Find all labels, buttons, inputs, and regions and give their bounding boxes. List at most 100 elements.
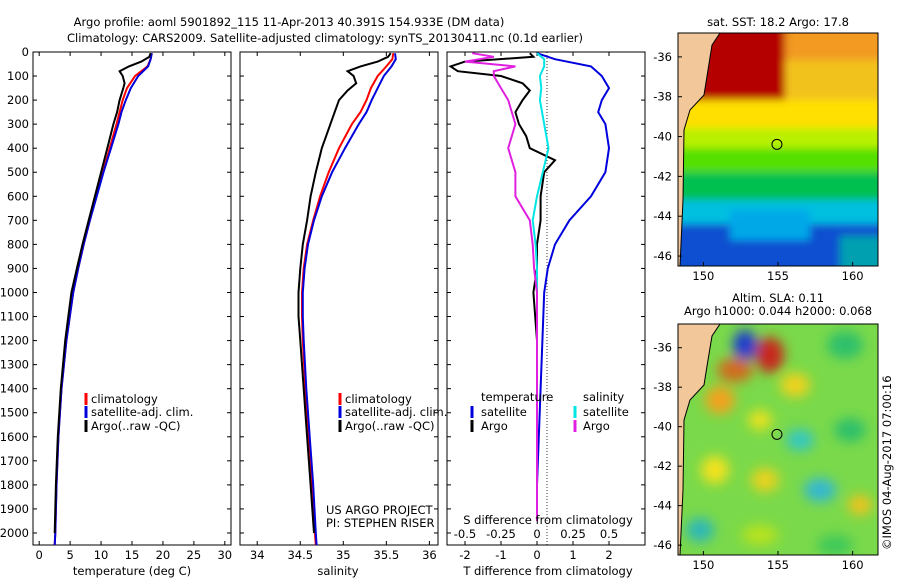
temperature-legend: climatology satellite-adj. clim. Argo(..…: [84, 392, 193, 433]
x-tick-label: 0: [533, 548, 540, 562]
salinity-x-axis: 34 34.5 35 35.5 36: [250, 52, 437, 562]
difference-line-3: [464, 52, 538, 521]
y-tick-label: 1300: [0, 358, 29, 372]
x-tick-label: -2: [459, 548, 470, 562]
salinity-line-1: [301, 53, 397, 545]
s-difference-label: S difference from climatology: [463, 513, 633, 527]
map-x-tick-label: 155: [767, 269, 789, 283]
map-x-tick-label: 150: [692, 558, 714, 572]
x-tick-label: 1: [569, 548, 576, 562]
map-y-tick-label: -44: [653, 209, 672, 223]
y-tick-label: 1100: [0, 310, 29, 324]
map-x-tick-label: 155: [767, 558, 789, 572]
sst-heatmap: [678, 33, 878, 266]
header-title-line1: Argo profile: aoml 5901892_115 11-Apr-20…: [74, 15, 505, 29]
x-tick-label: -1: [495, 548, 506, 562]
x-tick-label: 20: [156, 548, 171, 562]
legend-salinity-heading: salinity: [583, 390, 624, 404]
y-tick-label: 1500: [0, 406, 29, 420]
sla-map-title1: Altim. SLA: 0.11: [732, 291, 824, 305]
temperature-line-2: [53, 52, 152, 534]
legend-s-argo: Argo: [583, 419, 610, 433]
y-tick-label: 200: [7, 93, 29, 107]
temperature-x-axis: 0 5 10 15 20 25 30: [36, 52, 232, 562]
x-tick-label: 10: [94, 548, 109, 562]
salinity-lines: [297, 52, 397, 545]
legend-satellite: satellite-adj. clim.: [345, 405, 447, 419]
y-tick-label: 1900: [0, 502, 29, 516]
header-title-line2: Climatology: CARS2009. Satellite-adjuste…: [67, 31, 583, 45]
map-y-tick-label: -38: [653, 380, 672, 394]
x-tick-label: 35: [336, 548, 351, 562]
y-tick-label: 1600: [0, 430, 29, 444]
legend-climatology: climatology: [345, 392, 412, 406]
y-tick-label: 100: [7, 69, 29, 83]
project-line1: US ARGO PROJECT: [326, 503, 434, 517]
y-tick-label: 500: [7, 165, 29, 179]
map-y-tick-label: -44: [653, 499, 672, 513]
x-tick-label: 35.5: [374, 548, 400, 562]
legend-climatology: climatology: [91, 392, 158, 406]
s-difference-x-axis: -0.5 -0.25 0 0.25 0.5: [454, 527, 618, 541]
x-tick-label: 25: [187, 548, 202, 562]
legend-satellite: satellite-adj. clim.: [91, 405, 193, 419]
x-tick-label: 36: [422, 548, 437, 562]
salinity-legend: climatology satellite-adj. clim. Argo(..…: [338, 392, 447, 433]
map-x-tick-label: 160: [842, 558, 864, 572]
legend-temperature-heading: temperature: [481, 390, 553, 404]
sla-map-axes: 150 155 160 -36 -38 -40 -42 -44 -46: [653, 341, 863, 572]
s-x-tick-label: 0.5: [600, 527, 618, 541]
legend-argo: Argo(..raw -QC): [345, 419, 435, 433]
y-tick-label: 400: [7, 141, 29, 155]
salinity-axes-frame: [239, 51, 439, 546]
map-y-tick-label: -40: [653, 420, 672, 434]
s-x-tick-label: -0.5: [454, 527, 476, 541]
legend-argo: Argo(..raw -QC): [91, 419, 181, 433]
difference-lines: [448, 52, 611, 521]
salinity-depth-ticks: [240, 51, 438, 534]
sst-map-panel: sat. SST: 18.2 Argo: 17.8 150 155 160-: [653, 15, 879, 283]
land-mask: [678, 324, 721, 555]
map-x-tick-label: 150: [692, 269, 714, 283]
map-y-tick-label: -40: [653, 130, 672, 144]
sla-map-panel: Altim. SLA: 0.11 Argo h1000: 0.044 h2000…: [653, 291, 879, 572]
project-line2: PI: STEPHEN RISER: [326, 516, 435, 530]
x-tick-label: 30: [217, 548, 232, 562]
x-tick-label: 15: [125, 548, 140, 562]
land-mask: [678, 33, 721, 266]
y-tick-label: 1200: [0, 334, 29, 348]
x-tick-label: 0: [36, 548, 43, 562]
sla-map-title2: Argo h1000: 0.044 h2000: 0.068: [684, 304, 872, 318]
y-tick-label: 1000: [0, 285, 29, 299]
difference-panel: -2 -1 0 1 2 -0.5 -0.25 0 0.25 0.5 S difference f…: [446, 51, 646, 578]
y-tick-label: 600: [7, 189, 29, 203]
x-tick-label: 5: [66, 548, 73, 562]
legend-s-satellite: satellite: [583, 405, 629, 419]
y-tick-label: 1700: [0, 454, 29, 468]
s-x-tick-label: 0: [533, 527, 540, 541]
y-tick-label: 700: [7, 213, 29, 227]
t-difference-label: T difference from climatology: [462, 564, 633, 578]
legend-t-satellite: satellite: [481, 405, 527, 419]
map-y-tick-label: -38: [653, 90, 672, 104]
temperature-panel: 0100200300400500600700800900100011001200…: [0, 45, 232, 578]
sla-heatmap: [678, 324, 878, 555]
s-x-tick-label: -0.25: [486, 527, 516, 541]
difference-legend: temperature satellite Argo salinity sate…: [470, 390, 629, 433]
difference-line-0: [536, 52, 611, 521]
argo-location-marker: [771, 428, 783, 440]
salinity-line-2: [297, 52, 392, 534]
y-tick-label: 800: [7, 237, 29, 251]
difference-depth-ticks: [447, 51, 645, 534]
y-tick-label: 2000: [0, 526, 29, 540]
map-y-tick-label: -36: [653, 341, 672, 355]
salinity-panel: 34 34.5 35 35.5 36 salinity climatology sate…: [239, 51, 447, 578]
y-tick-label: 900: [7, 261, 29, 275]
imos-watermark: ©IMOS 04-Aug-2017 07:00:16: [880, 375, 894, 550]
temperature-axes-frame: [32, 51, 232, 546]
map-y-tick-label: -46: [653, 249, 672, 263]
x-tick-label: 34: [250, 548, 265, 562]
map-x-tick-label: 160: [842, 269, 864, 283]
map-y-tick-label: -46: [653, 538, 672, 552]
